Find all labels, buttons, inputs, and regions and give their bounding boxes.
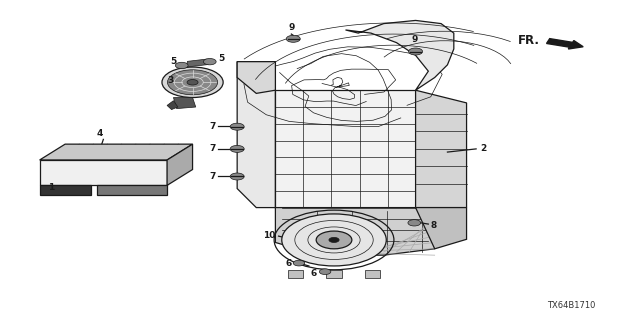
Circle shape	[293, 260, 305, 266]
Text: 9: 9	[288, 22, 294, 32]
Polygon shape	[415, 90, 467, 208]
Text: 10: 10	[263, 231, 275, 240]
Polygon shape	[237, 62, 275, 208]
Text: 7: 7	[210, 172, 216, 181]
Polygon shape	[173, 98, 196, 108]
Circle shape	[329, 237, 339, 243]
Bar	[40, 185, 91, 195]
Bar	[97, 185, 167, 195]
Circle shape	[230, 145, 244, 152]
Bar	[326, 270, 342, 278]
Circle shape	[187, 80, 198, 85]
Circle shape	[408, 48, 422, 55]
Text: 5: 5	[218, 54, 224, 63]
Text: 3: 3	[167, 76, 173, 84]
Circle shape	[230, 123, 244, 130]
Circle shape	[204, 59, 216, 65]
Text: 4: 4	[97, 129, 103, 138]
Circle shape	[168, 70, 218, 95]
Text: 5: 5	[170, 57, 177, 66]
Polygon shape	[415, 208, 467, 249]
Bar	[288, 270, 303, 278]
Circle shape	[282, 214, 387, 266]
Circle shape	[286, 35, 300, 42]
Bar	[365, 270, 380, 278]
Polygon shape	[275, 208, 435, 255]
Text: FR.: FR.	[518, 34, 540, 47]
Text: 6: 6	[310, 269, 317, 278]
Polygon shape	[40, 160, 167, 185]
Polygon shape	[40, 144, 193, 160]
Circle shape	[175, 62, 188, 69]
Polygon shape	[275, 90, 415, 208]
FancyArrow shape	[547, 39, 583, 49]
Text: 7: 7	[210, 122, 216, 131]
Polygon shape	[167, 144, 193, 185]
Text: TX64B1710: TX64B1710	[547, 301, 596, 310]
Circle shape	[316, 231, 352, 249]
Text: 8: 8	[431, 220, 437, 229]
Text: 2: 2	[481, 144, 487, 153]
Polygon shape	[237, 62, 275, 93]
Polygon shape	[186, 59, 209, 67]
Circle shape	[230, 173, 244, 180]
Polygon shape	[167, 101, 178, 109]
Circle shape	[319, 269, 331, 275]
Circle shape	[162, 67, 223, 98]
Text: 9: 9	[411, 35, 417, 44]
Polygon shape	[346, 20, 454, 90]
Text: 6: 6	[285, 259, 291, 268]
Circle shape	[408, 220, 420, 226]
Text: 1: 1	[48, 183, 54, 192]
Text: 7: 7	[210, 144, 216, 153]
